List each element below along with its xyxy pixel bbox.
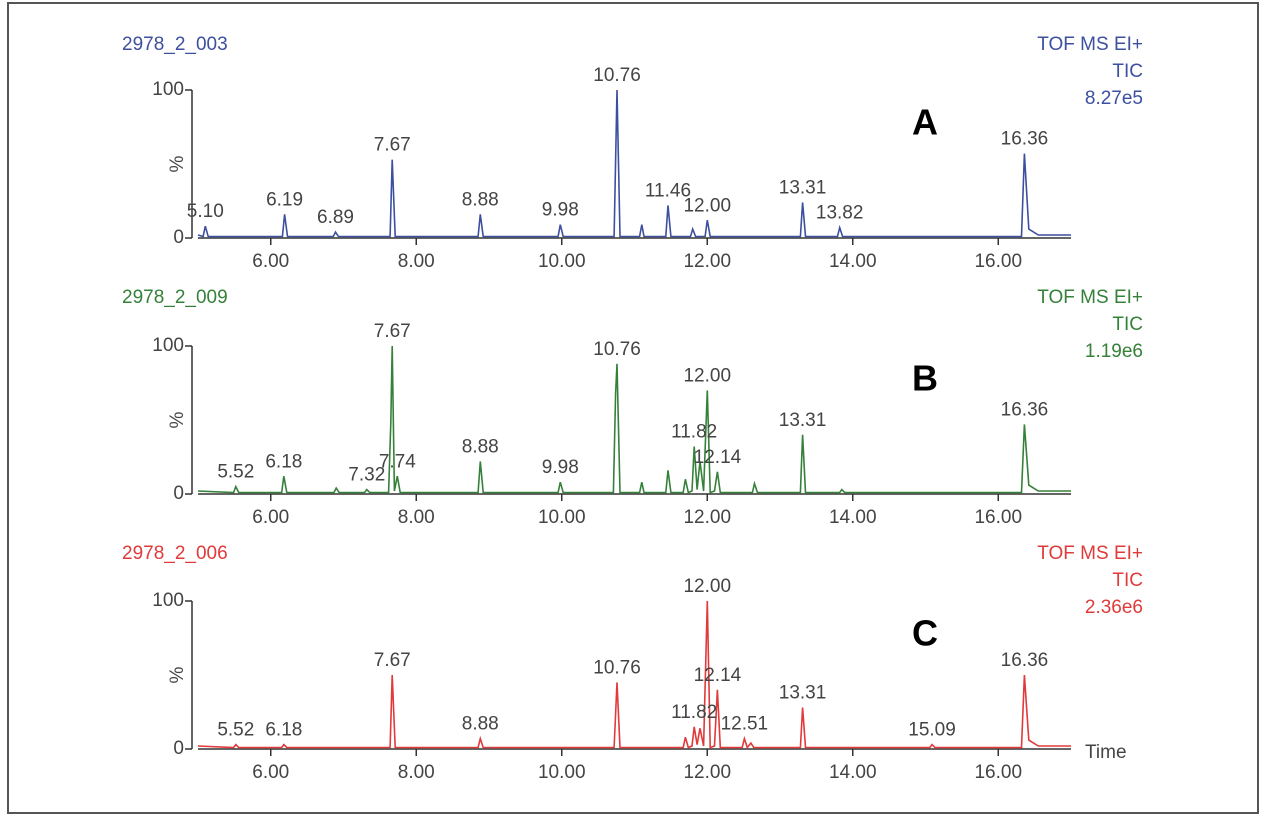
y-tick-label: 100 [152, 335, 184, 356]
panel-label: A [912, 102, 938, 143]
y-tick-label: 100 [152, 590, 184, 611]
y-tick-label: 100 [152, 79, 184, 100]
peak-label: 5.52 [217, 462, 254, 483]
header-line: 2.36e6 [1085, 597, 1143, 618]
peak-label: 15.09 [908, 720, 956, 741]
peak-label: 11.82 [671, 422, 717, 443]
x-tick-label: 14.00 [829, 507, 877, 528]
header-line: TIC [1112, 314, 1143, 335]
x-tick-label: 6.00 [252, 762, 289, 783]
y-axis-label: % [167, 411, 188, 428]
x-tick-label: 6.00 [252, 251, 289, 272]
peak-label: 7.67 [374, 650, 411, 671]
x-tick-label: 10.00 [538, 507, 586, 528]
peak-label: 16.36 [1001, 129, 1049, 150]
x-tick-label: 8.00 [398, 251, 435, 272]
header-line: 8.27e5 [1085, 88, 1143, 109]
peak-label: 12.14 [694, 665, 742, 686]
trace [197, 345, 1071, 494]
peak-label: 6.89 [317, 207, 354, 228]
header-line: TIC [1112, 61, 1143, 82]
header-line: TOF MS EI+ [1037, 34, 1143, 55]
header-line: TOF MS EI+ [1037, 543, 1143, 564]
peak-label: 12.51 [721, 714, 769, 735]
panel-title: 2978_2_009 [122, 287, 228, 308]
peak-label: 10.76 [593, 657, 641, 678]
x-axis-label: Time [1085, 742, 1127, 763]
peak-label: 13.82 [816, 203, 864, 224]
peak-label: 13.31 [779, 683, 827, 704]
y-axis-label: % [167, 666, 188, 683]
y-tick-label: 0 [173, 738, 184, 759]
peak-label: 8.88 [462, 189, 499, 210]
peak-label: 8.88 [462, 714, 499, 735]
peak-label: 10.76 [593, 65, 641, 86]
header-line: 1.19e6 [1085, 341, 1143, 362]
x-tick-label: 8.00 [398, 762, 435, 783]
peak-label: 12.00 [683, 365, 731, 386]
peak-label: 5.10 [187, 201, 224, 222]
x-tick-label: 6.00 [252, 507, 289, 528]
frame [7, 2, 1259, 814]
panel-label: B [912, 358, 938, 399]
x-tick-label: 14.00 [829, 762, 877, 783]
y-tick-label: 0 [173, 227, 184, 248]
x-tick-label: 10.00 [538, 251, 586, 272]
x-tick-label: 16.00 [974, 507, 1022, 528]
peak-label: 7.67 [374, 321, 411, 342]
peak-label: 12.00 [683, 195, 731, 216]
peak-label: 9.98 [542, 457, 579, 478]
peak-label: 7.32 [348, 465, 385, 486]
peak-label: 13.31 [779, 410, 827, 431]
x-tick-label: 8.00 [398, 507, 435, 528]
x-tick-label: 12.00 [683, 762, 731, 783]
peak-label: 12.00 [683, 576, 731, 597]
panel-label: C [912, 613, 938, 654]
x-tick-label: 16.00 [974, 251, 1022, 272]
x-tick-label: 12.00 [683, 507, 731, 528]
trace [197, 89, 1071, 238]
header-line: TOF MS EI+ [1037, 287, 1143, 308]
peak-label: 13.31 [779, 177, 827, 198]
peak-label: 12.14 [694, 447, 742, 468]
peak-label: 6.18 [265, 451, 302, 472]
y-axis-label: % [167, 155, 188, 172]
x-tick-label: 10.00 [538, 762, 586, 783]
panel-title: 2978_2_003 [122, 34, 228, 55]
x-tick-label: 12.00 [683, 251, 731, 272]
peak-label: 7.67 [374, 135, 411, 156]
peak-label: 8.88 [462, 436, 499, 457]
peak-label: 11.82 [671, 702, 717, 723]
header-line: TIC [1112, 570, 1143, 591]
peak-label: 10.76 [593, 339, 641, 360]
x-tick-label: 14.00 [829, 251, 877, 272]
peak-label: 5.52 [217, 720, 254, 741]
peak-label: 16.36 [1001, 399, 1049, 420]
peak-label: 7.74 [379, 451, 416, 472]
peak-label: 11.46 [645, 180, 691, 201]
y-tick-label: 0 [173, 483, 184, 504]
peak-label: 6.19 [266, 189, 303, 210]
peak-label: 16.36 [1001, 650, 1049, 671]
panel-title: 2978_2_006 [122, 543, 228, 564]
peak-label: 6.18 [265, 720, 302, 741]
trace [197, 600, 1071, 750]
x-tick-label: 16.00 [974, 762, 1022, 783]
peak-label: 9.98 [542, 200, 579, 221]
